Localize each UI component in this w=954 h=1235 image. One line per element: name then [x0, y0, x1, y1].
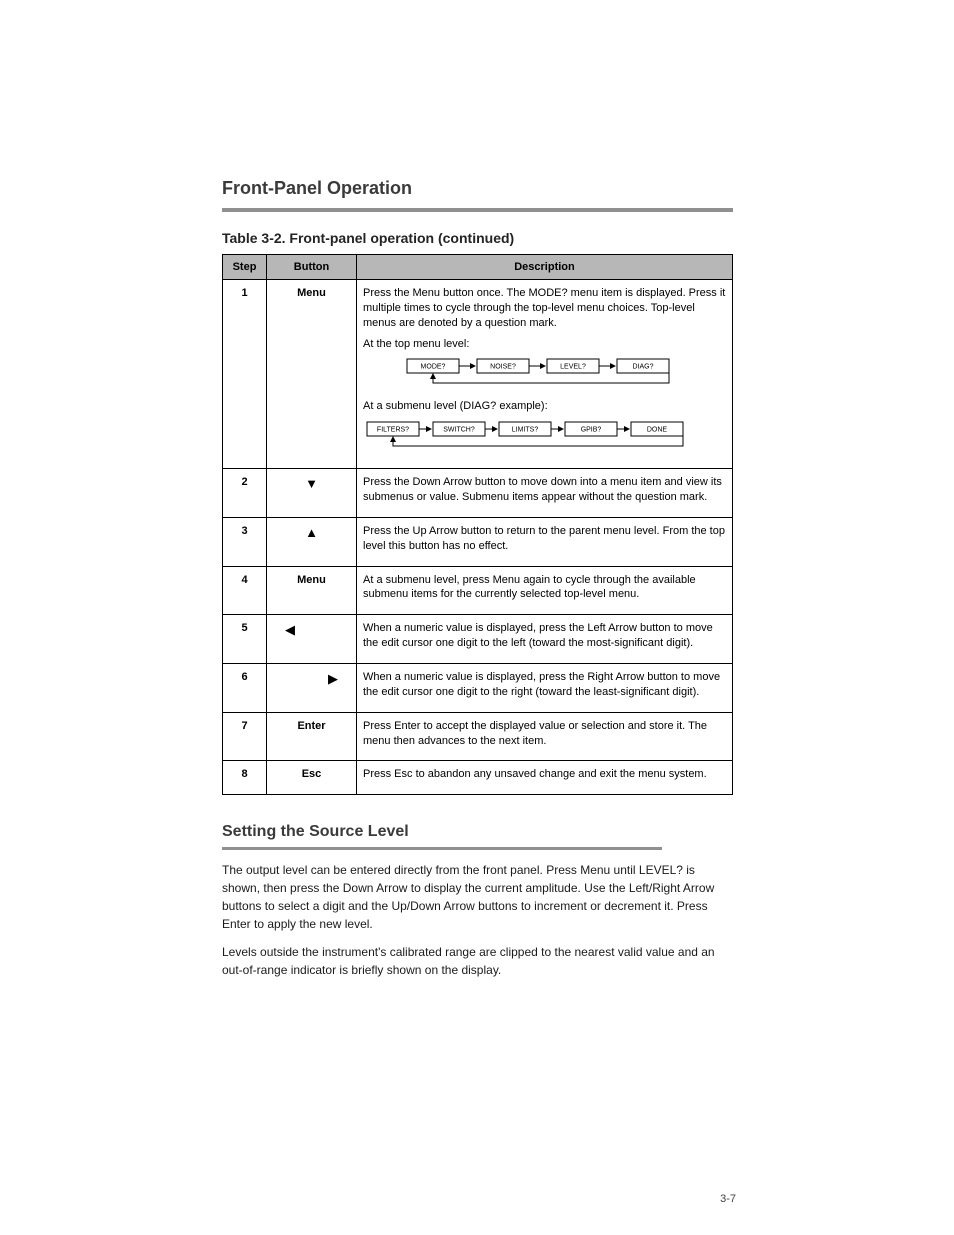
- flow-diagram: FILTERS? SWITCH? LIMITS? GPIB? DONE: [363, 420, 687, 452]
- step-cell: 2: [223, 469, 267, 518]
- button-label: Esc: [302, 768, 322, 780]
- step-cell: 4: [223, 566, 267, 615]
- button-cell: Enter: [267, 712, 357, 761]
- diagram-label: At the top menu level:: [363, 337, 726, 352]
- description-cell: Press the Up Arrow button to return to t…: [357, 517, 733, 566]
- svg-text:GPIB?: GPIB?: [581, 427, 602, 434]
- table-row: 6 ▶ When a numeric value is displayed, pre…: [223, 663, 733, 712]
- step-cell: 1: [223, 280, 267, 469]
- svg-text:MODE?: MODE?: [421, 364, 446, 371]
- button-cell: ▶: [267, 663, 357, 712]
- col-header-button: Button: [267, 255, 357, 280]
- running-header: Front-Panel Operation: [222, 178, 412, 199]
- button-cell: Menu: [267, 566, 357, 615]
- step-cell: 8: [223, 761, 267, 795]
- section-rule: [222, 847, 662, 850]
- button-cell: ▼: [267, 469, 357, 518]
- description-cell: When a numeric value is displayed, press…: [357, 615, 733, 664]
- svg-text:LEVEL?: LEVEL?: [560, 364, 586, 371]
- arrow-glyph: ▼: [305, 475, 318, 493]
- table-row: 2 ▼ Press the Down Arrow button to move do…: [223, 469, 733, 518]
- step-cell: 5: [223, 615, 267, 664]
- page: Front-Panel Operation Table 3-2. Front-p…: [0, 0, 954, 1235]
- svg-text:SWITCH?: SWITCH?: [443, 427, 475, 434]
- step-cell: 7: [223, 712, 267, 761]
- svg-text:LIMITS?: LIMITS?: [512, 427, 539, 434]
- table-row: 3 ▲ Press the Up Arrow button to return to…: [223, 517, 733, 566]
- description-cell: When a numeric value is displayed, press…: [357, 663, 733, 712]
- flow-diagram-top: MODE? NOISE? LEVEL? DIAG?: [387, 357, 726, 389]
- table-header-row: Step Button Description: [223, 255, 733, 280]
- description-cell: Press the Down Arrow button to move down…: [357, 469, 733, 518]
- description-cell: Press the Menu button once. The MODE? me…: [357, 280, 733, 469]
- step-cell: 3: [223, 517, 267, 566]
- svg-text:DIAG?: DIAG?: [632, 364, 653, 371]
- operation-table: Step Button Description 1 Menu Press the M…: [222, 254, 733, 795]
- table-row: 8 Esc Press Esc to abandon any unsaved cha…: [223, 761, 733, 795]
- description-text: When a numeric value is displayed, press…: [363, 621, 726, 651]
- svg-text:FILTERS?: FILTERS?: [377, 427, 409, 434]
- button-label: Enter: [297, 720, 325, 732]
- button-cell: Esc: [267, 761, 357, 795]
- description-text: Press the Menu button once. The MODE? me…: [363, 286, 726, 331]
- table-row: 5 ◀ When a numeric value is displayed, pre…: [223, 615, 733, 664]
- description-text: Press the Up Arrow button to return to t…: [363, 524, 726, 554]
- col-header-description: Description: [357, 255, 733, 280]
- arrow-glyph: ◀: [285, 621, 295, 639]
- table-row: 1 Menu Press the Menu button once. The MOD…: [223, 280, 733, 469]
- description-cell: Press Esc to abandon any unsaved change …: [357, 761, 733, 795]
- button-label: Menu: [297, 287, 326, 299]
- description-text: Press Esc to abandon any unsaved change …: [363, 767, 726, 782]
- step-cell: 6: [223, 663, 267, 712]
- flow-diagram: MODE? NOISE? LEVEL? DIAG?: [387, 357, 689, 389]
- arrow-glyph: ▶: [328, 670, 338, 688]
- page-number: 3-7: [720, 1193, 736, 1205]
- button-cell: ▲: [267, 517, 357, 566]
- description-text: Press Enter to accept the displayed valu…: [363, 719, 726, 749]
- description-cell: At a submenu level, press Menu again to …: [357, 566, 733, 615]
- section-heading: Setting the Source Level: [222, 823, 409, 841]
- description-text: At a submenu level, press Menu again to …: [363, 573, 726, 603]
- header-rule: [222, 208, 733, 212]
- description-text: When a numeric value is displayed, press…: [363, 670, 726, 700]
- table-row: 7 Enter Press Enter to accept the displaye…: [223, 712, 733, 761]
- table-row: 4 Menu At a submenu level, press Menu agai…: [223, 566, 733, 615]
- flow-diagram-sub: FILTERS? SWITCH? LIMITS? GPIB? DONE: [363, 420, 726, 452]
- col-header-step: Step: [223, 255, 267, 280]
- button-label: Menu: [297, 574, 326, 586]
- svg-text:NOISE?: NOISE?: [490, 364, 516, 371]
- section-paragraph: The output level can be entered directly…: [222, 861, 733, 933]
- diagram-label: At a submenu level (DIAG? example):: [363, 399, 726, 414]
- svg-text:DONE: DONE: [647, 427, 668, 434]
- arrow-glyph: ▲: [305, 524, 318, 542]
- button-cell: ◀: [267, 615, 357, 664]
- table-caption: Table 3-2. Front-panel operation (contin…: [222, 230, 514, 246]
- section-body: The output level can be entered directly…: [222, 861, 733, 989]
- button-cell: Menu: [267, 280, 357, 469]
- description-text: Press the Down Arrow button to move down…: [363, 475, 726, 505]
- description-cell: Press Enter to accept the displayed valu…: [357, 712, 733, 761]
- section-paragraph: Levels outside the instrument's calibrat…: [222, 943, 733, 979]
